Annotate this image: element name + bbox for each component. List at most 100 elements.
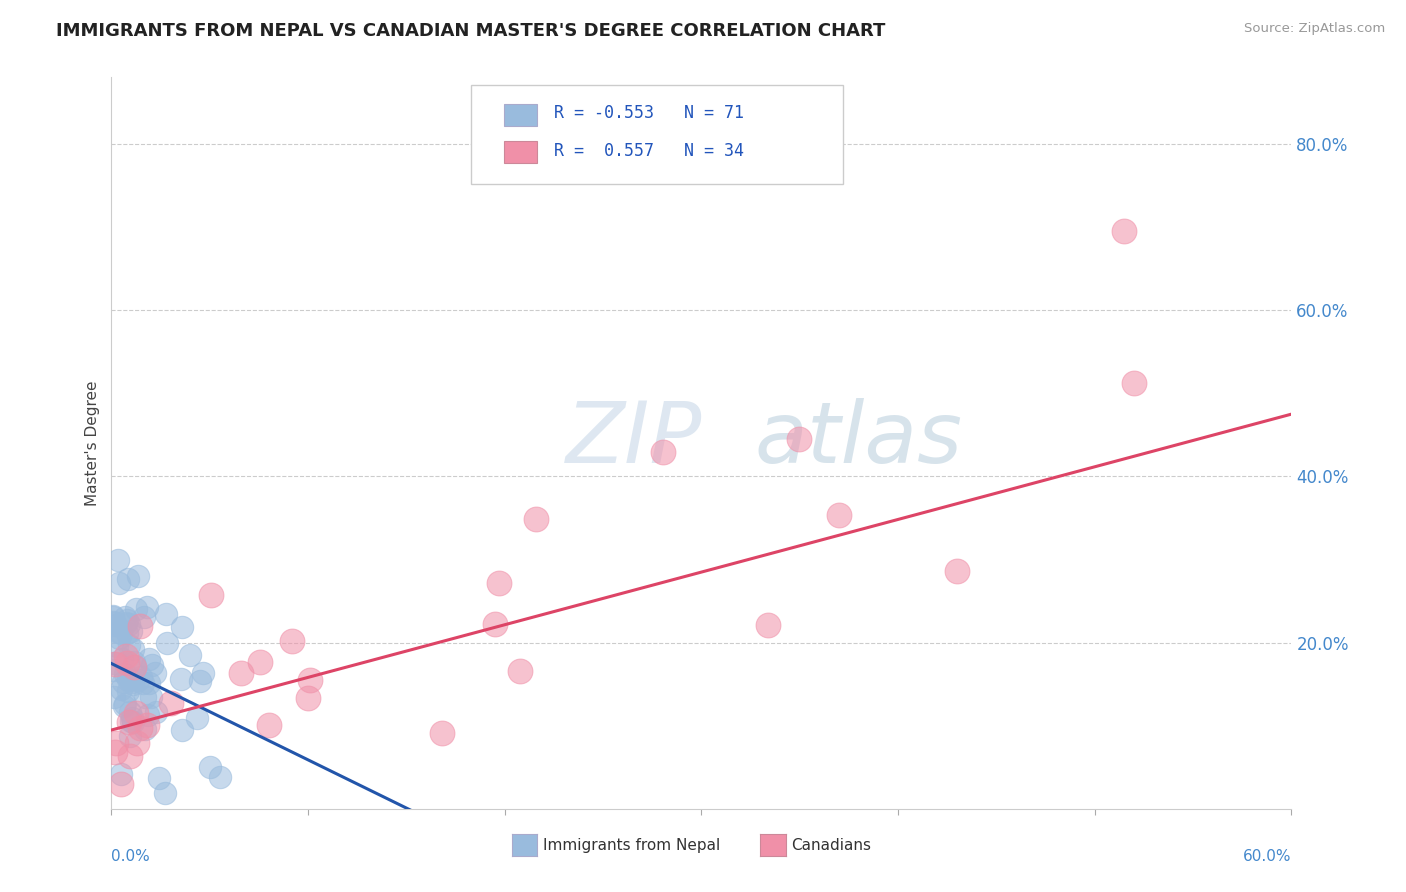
Point (172, 620, 194, 634)
Point (259, 717, 281, 731)
Point (112, 699, 135, 714)
Point (129, 670, 152, 684)
Point (200, 587, 222, 601)
Point (828, 508, 851, 523)
Point (125, 602, 148, 616)
Point (103, 690, 125, 705)
Point (110, 777, 132, 791)
Point (1114, 224, 1136, 238)
Point (105, 639, 128, 653)
Point (299, 673, 322, 688)
Point (787, 433, 810, 447)
Point (120, 624, 142, 639)
FancyBboxPatch shape (471, 85, 844, 184)
Point (103, 656, 125, 670)
Point (104, 618, 127, 632)
Point (103, 609, 125, 624)
Point (111, 652, 134, 666)
Point (188, 674, 211, 689)
Point (118, 673, 141, 687)
Point (186, 710, 208, 724)
Point (129, 721, 152, 735)
Point (114, 697, 136, 711)
Point (114, 648, 136, 663)
Text: Immigrants from Nepal: Immigrants from Nepal (543, 838, 720, 853)
Point (132, 609, 155, 624)
Point (103, 615, 125, 630)
Point (134, 722, 156, 736)
Point (115, 625, 138, 640)
Point (129, 618, 152, 632)
Point (118, 705, 141, 719)
Text: Source: ZipAtlas.com: Source: ZipAtlas.com (1244, 22, 1385, 36)
Point (179, 648, 201, 663)
Point (208, 770, 231, 784)
Point (488, 575, 510, 590)
Point (122, 642, 145, 657)
Bar (505, 141, 537, 163)
Point (120, 729, 142, 743)
Text: IMMIGRANTS FROM NEPAL VS CANADIAN MASTER'S DEGREE CORRELATION CHART: IMMIGRANTS FROM NEPAL VS CANADIAN MASTER… (56, 22, 886, 40)
Point (141, 657, 163, 672)
Point (138, 651, 160, 665)
Point (141, 690, 163, 704)
Point (120, 714, 142, 729)
Point (526, 512, 548, 526)
Point (153, 786, 176, 800)
Point (114, 615, 136, 630)
Point (138, 676, 160, 690)
Point (103, 663, 125, 677)
Point (200, 759, 222, 773)
Point (297, 690, 319, 705)
Point (108, 576, 131, 591)
Point (104, 745, 127, 759)
Point (110, 681, 132, 696)
Point (110, 766, 132, 780)
Point (127, 673, 149, 688)
Y-axis label: Master's Degree: Master's Degree (86, 381, 100, 506)
Point (509, 664, 531, 678)
Point (758, 617, 780, 632)
Point (281, 634, 304, 648)
Point (110, 625, 132, 640)
Bar (505, 104, 537, 127)
Point (104, 657, 127, 672)
Point (430, 726, 453, 740)
Point (108, 631, 131, 645)
Point (127, 568, 149, 582)
Point (115, 656, 138, 670)
Point (114, 667, 136, 681)
Point (122, 655, 145, 669)
Text: R = -0.553   N = 71: R = -0.553 N = 71 (554, 104, 744, 122)
Point (107, 553, 129, 567)
Point (121, 711, 143, 725)
Text: Canadians: Canadians (792, 838, 872, 853)
Point (229, 666, 252, 681)
Text: R =  0.557   N = 34: R = 0.557 N = 34 (554, 143, 744, 161)
Point (134, 690, 156, 704)
Point (118, 749, 141, 764)
Point (148, 772, 170, 786)
Point (103, 615, 125, 630)
Point (249, 655, 271, 669)
Point (104, 736, 127, 750)
Point (122, 677, 145, 691)
Text: ZIP: ZIP (565, 398, 702, 481)
Point (156, 636, 179, 650)
Point (107, 624, 129, 639)
Point (652, 445, 675, 459)
Point (484, 617, 506, 632)
Point (122, 714, 145, 729)
Point (124, 706, 146, 720)
Point (122, 660, 145, 674)
Point (132, 675, 155, 690)
Point (172, 723, 194, 738)
Point (145, 705, 167, 719)
Point (118, 715, 141, 730)
Point (1123, 376, 1146, 390)
Point (193, 666, 215, 681)
Text: atlas: atlas (755, 398, 963, 481)
Point (946, 564, 969, 578)
Point (125, 736, 148, 750)
Point (115, 613, 138, 627)
